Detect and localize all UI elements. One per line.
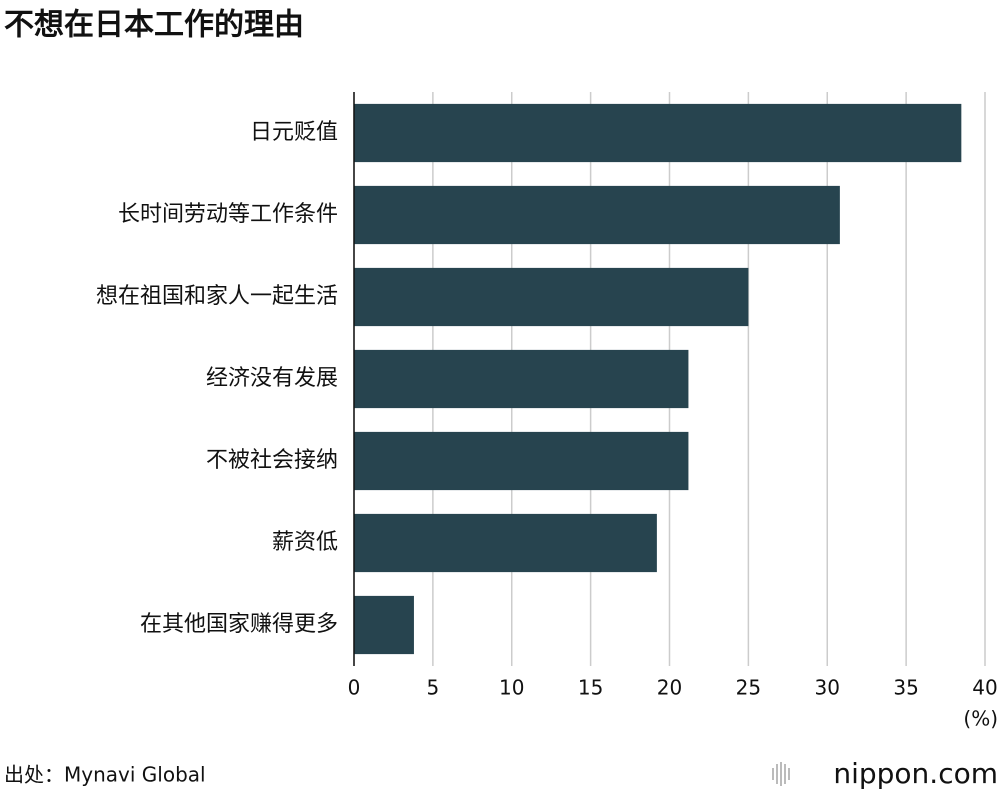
y-tick-label: 不被社会接纳 <box>206 448 338 473</box>
bar <box>354 431 689 491</box>
bar <box>354 595 414 655</box>
logo-bars <box>772 762 790 786</box>
x-unit-label: (%) <box>963 707 998 731</box>
chart-title: 不想在日本工作的理由 <box>4 8 304 43</box>
y-tick-label: 日元贬值 <box>250 120 338 145</box>
source: 出处：Mynavi Global <box>4 763 206 787</box>
y-tick-label: 想在祖国和家人一起生活 <box>96 284 338 309</box>
y-tick-label: 薪资低 <box>272 530 338 555</box>
bar <box>354 349 689 409</box>
y-tick-label: 在其他国家赚得更多 <box>140 612 338 637</box>
x-tick-label: 20 <box>657 676 682 700</box>
bar <box>354 103 962 163</box>
x-tick-label: 35 <box>893 676 918 700</box>
x-tick-label: 25 <box>736 676 761 700</box>
x-tick-label: 40 <box>972 676 997 700</box>
bar <box>354 267 749 327</box>
x-tick-label: 5 <box>427 676 440 700</box>
bar <box>354 513 657 573</box>
y-tick-label: 经济没有发展 <box>206 366 338 391</box>
bar <box>354 185 840 245</box>
y-tick-label: 长时间劳动等工作条件 <box>118 202 338 227</box>
logo: nippon.com <box>833 757 998 790</box>
x-tick-label: 10 <box>499 676 524 700</box>
x-tick-label: 0 <box>348 676 361 700</box>
x-tick-label: 30 <box>815 676 840 700</box>
x-tick-label: 15 <box>578 676 603 700</box>
